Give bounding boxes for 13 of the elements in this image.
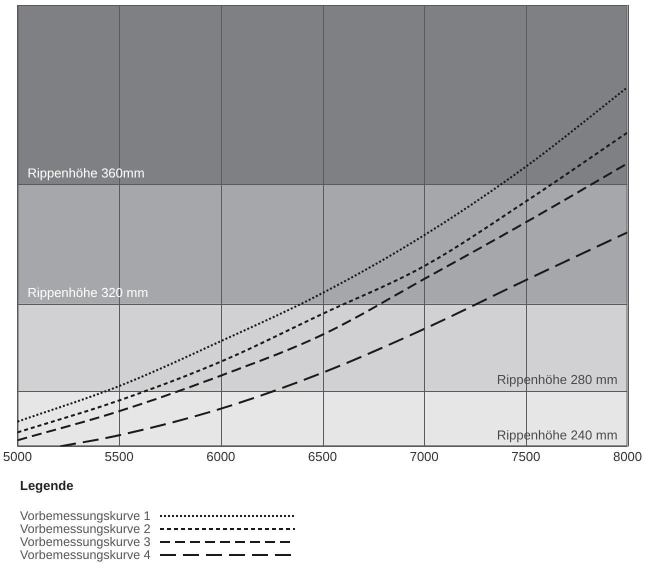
- legend-label: Vorbemessungskurve 3: [20, 534, 151, 548]
- x-tick-label: 6000: [206, 448, 236, 464]
- x-tick-label: 7500: [511, 448, 540, 464]
- legend-label: Vorbemessungskurve 1: [20, 508, 151, 522]
- band-label: Rippenhöhe 360mm: [27, 165, 145, 180]
- x-tick-label: 5500: [104, 448, 134, 464]
- x-tick-label: 7000: [410, 448, 439, 464]
- x-tick-label: 6500: [308, 448, 337, 464]
- legend-label: Vorbemessungskurve 2: [20, 522, 151, 536]
- legend-title: Legende: [20, 478, 74, 493]
- legend-label: Vorbemessungskurve 4: [20, 548, 151, 562]
- x-tick-label: 5000: [3, 448, 32, 464]
- x-tick-label: 8000: [613, 448, 642, 464]
